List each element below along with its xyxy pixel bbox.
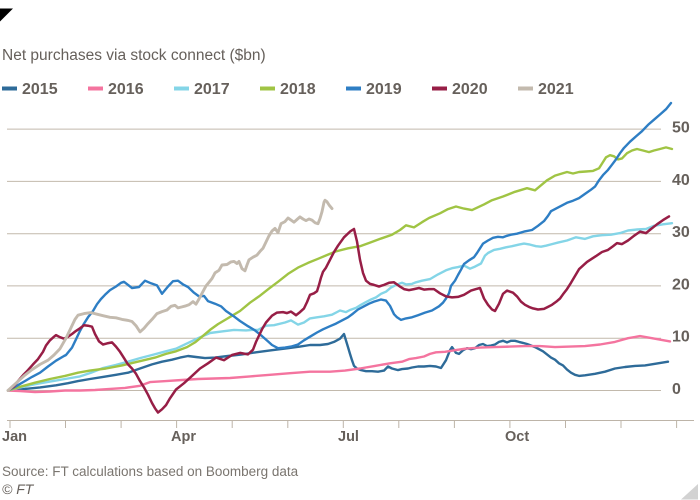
svg-text:2016: 2016: [108, 81, 144, 98]
svg-text:40: 40: [672, 172, 690, 189]
svg-text:30: 30: [672, 224, 690, 241]
svg-text:Jan: Jan: [2, 429, 27, 445]
svg-text:20: 20: [672, 276, 690, 293]
svg-text:2017: 2017: [194, 81, 230, 98]
svg-text:Jul: Jul: [338, 429, 359, 445]
svg-text:2015: 2015: [22, 81, 58, 98]
svg-text:Apr: Apr: [171, 429, 196, 445]
svg-text:2021: 2021: [538, 81, 574, 98]
svg-text:Oct: Oct: [505, 429, 529, 445]
svg-text:10: 10: [672, 329, 690, 346]
svg-text:© FT: © FT: [2, 481, 35, 497]
svg-text:50: 50: [672, 120, 690, 137]
svg-text:Net purchases via stock connec: Net purchases via stock connect ($bn): [2, 47, 266, 64]
svg-text:2020: 2020: [452, 81, 488, 98]
svg-text:2019: 2019: [366, 81, 402, 98]
svg-text:0: 0: [672, 381, 681, 398]
svg-text:2018: 2018: [280, 81, 316, 98]
svg-text:Source: FT calculations based: Source: FT calculations based on Boomber…: [2, 464, 299, 479]
